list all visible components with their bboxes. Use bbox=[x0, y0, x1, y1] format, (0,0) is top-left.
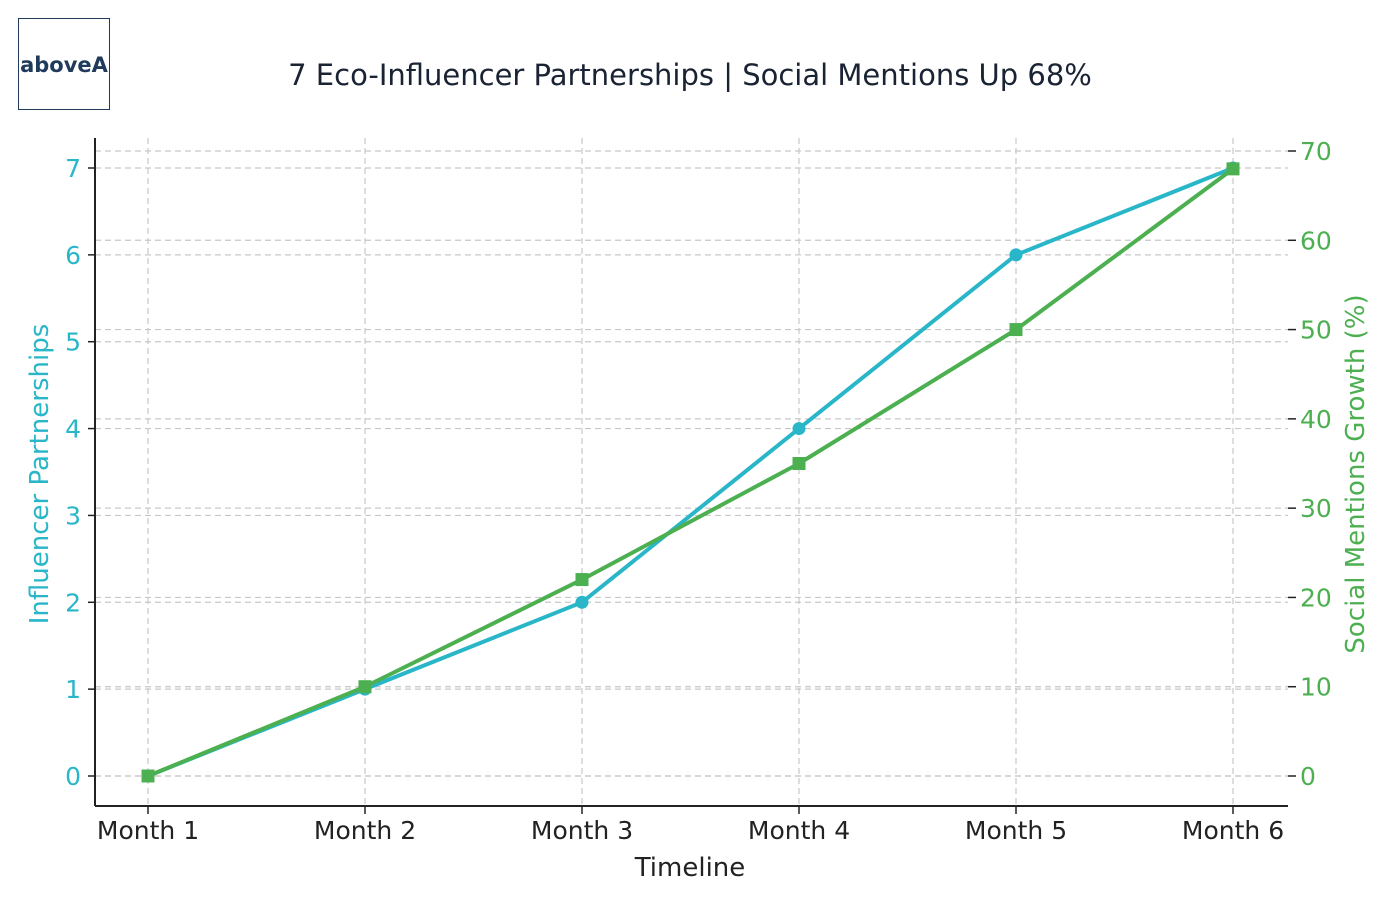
x-tick-label: Month 5 bbox=[965, 816, 1067, 845]
series-point-right bbox=[141, 769, 155, 783]
logo-text: aboveA bbox=[20, 53, 108, 77]
x-tick-label: Month 3 bbox=[531, 816, 633, 845]
left-tick-label: 2 bbox=[65, 588, 81, 617]
left-tick-label: 4 bbox=[65, 415, 81, 444]
right-axis-ticks: 0 10 20 30 40 50 60 70 bbox=[1288, 137, 1332, 791]
series-point-left bbox=[1009, 248, 1023, 262]
right-tick-label: 10 bbox=[1300, 673, 1332, 702]
series-point-right bbox=[1226, 162, 1240, 176]
left-axis-ticks: 0 1 2 3 4 5 6 7 bbox=[65, 154, 95, 791]
series-point-right bbox=[358, 680, 372, 694]
series-point-left bbox=[792, 422, 806, 436]
series-point-right bbox=[1009, 323, 1023, 337]
axes bbox=[94, 138, 1288, 807]
left-tick-label: 6 bbox=[65, 241, 81, 270]
right-tick-label: 40 bbox=[1300, 405, 1332, 434]
series-point-right bbox=[575, 573, 589, 587]
left-tick-label: 0 bbox=[65, 762, 81, 791]
right-tick-label: 70 bbox=[1300, 137, 1332, 166]
right-tick-label: 0 bbox=[1300, 762, 1316, 791]
series-point-left bbox=[575, 595, 589, 609]
right-axis-title: Social Mentions Growth (%) bbox=[1341, 294, 1371, 653]
right-tick-label: 30 bbox=[1300, 494, 1332, 523]
x-axis-title: Timeline bbox=[634, 853, 746, 883]
x-axis-ticks: Month 1 Month 2 Month 3 Month 4 Month 5 Month… bbox=[97, 806, 1284, 845]
x-tick-label: Month 4 bbox=[748, 816, 850, 845]
right-tick-label: 20 bbox=[1300, 583, 1332, 612]
right-tick-label: 50 bbox=[1300, 316, 1332, 345]
series-point-right bbox=[792, 457, 806, 470]
series-layer bbox=[141, 161, 1240, 783]
left-axis-title: Influencer Partnerships bbox=[25, 324, 55, 625]
chart-title: 7 Eco-Influencer Partnerships | Social M… bbox=[288, 58, 1092, 92]
series-line-right bbox=[147, 167, 1235, 778]
grid-horizontal-right bbox=[95, 150, 1288, 777]
x-tick-label: Month 2 bbox=[314, 816, 416, 845]
grid-vertical bbox=[147, 138, 1234, 806]
left-tick-label: 3 bbox=[65, 501, 81, 530]
x-tick-label: Month 1 bbox=[97, 816, 199, 845]
logo: aboveA bbox=[18, 18, 110, 110]
left-tick-label: 7 bbox=[65, 154, 81, 183]
series-line-left bbox=[147, 166, 1234, 778]
left-tick-label: 5 bbox=[65, 328, 81, 357]
left-tick-label: 1 bbox=[65, 675, 81, 704]
x-tick-label: Month 6 bbox=[1182, 816, 1284, 845]
right-tick-label: 60 bbox=[1300, 226, 1332, 255]
